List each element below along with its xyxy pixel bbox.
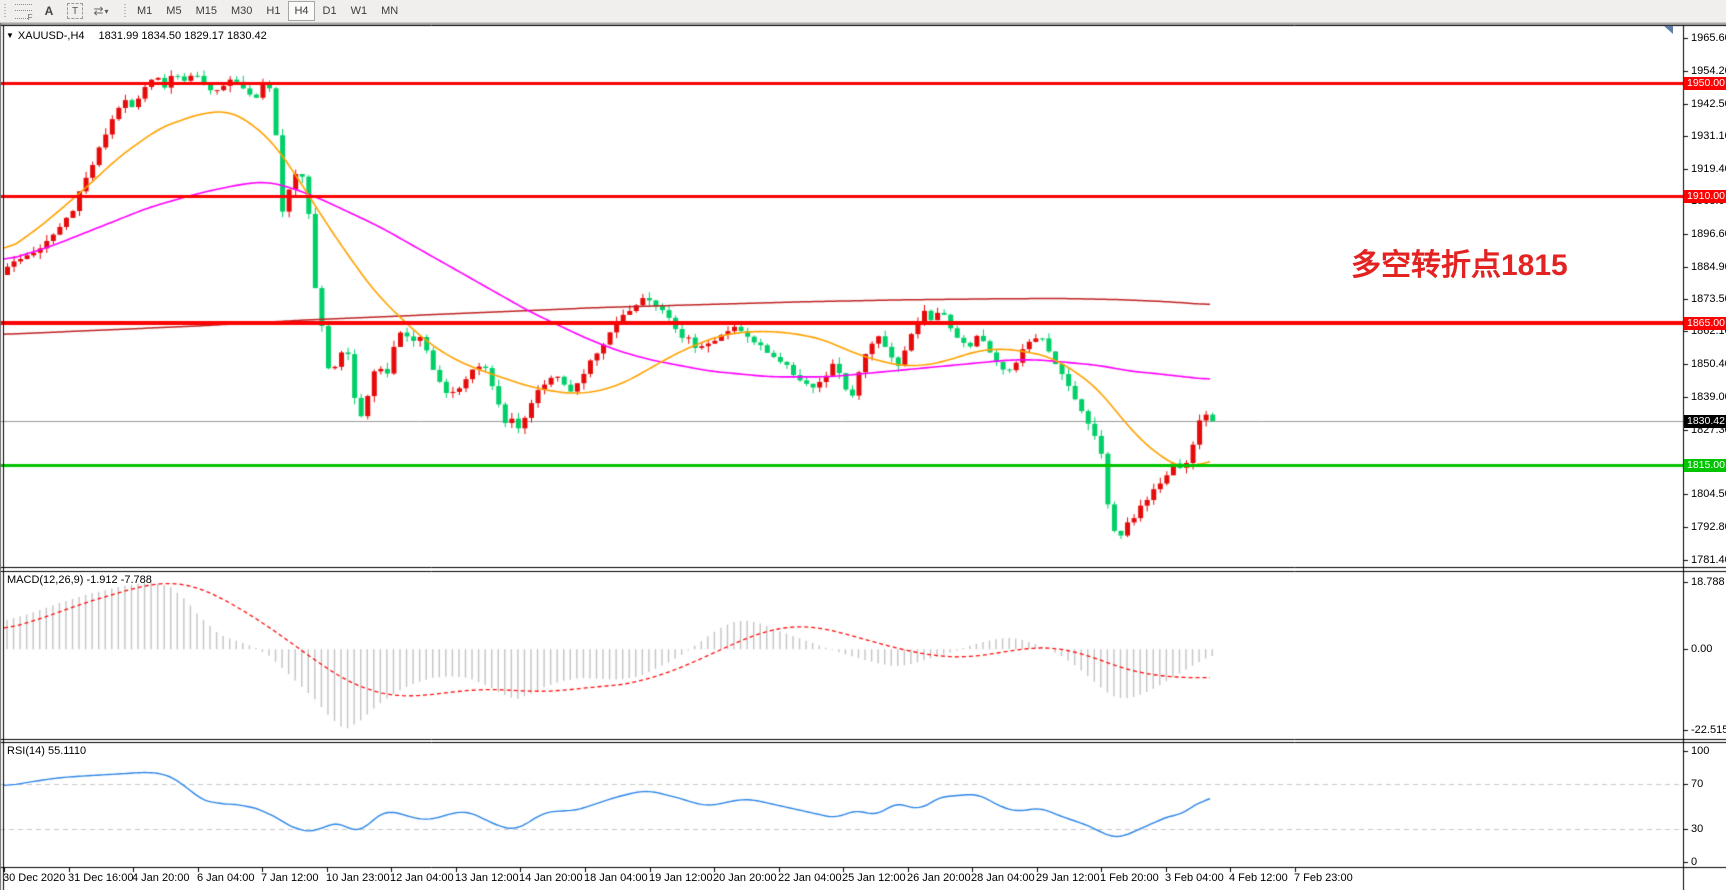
time-label: 4 Feb 12:00 <box>1229 872 1288 884</box>
time-label: 18 Jan 04:00 <box>584 872 648 884</box>
timeframe-button-group: M1 M5 M15 M30 H1 H4 D1 W1 MN <box>130 1 405 21</box>
price-tag-1910-00: 1910.00 <box>1684 190 1726 203</box>
text-label-tool[interactable]: A <box>37 1 61 21</box>
chevron-down-icon: ▾ <box>104 6 109 16</box>
price-tag-1950-00: 1950.00 <box>1684 77 1726 90</box>
chart-shift-marker-icon <box>1664 26 1673 34</box>
price-tick-label: 1965.60 <box>1691 32 1726 44</box>
chart-text-annotation[interactable]: 多空转折点1815 <box>1351 249 1568 282</box>
time-label: 28 Jan 04:00 <box>971 872 1035 884</box>
letter-a-icon: A <box>44 4 54 18</box>
time-label: 7 Jan 12:00 <box>261 872 319 884</box>
price-axis[interactable] <box>1684 26 1726 867</box>
macd-indicator-label: MACD(12,26,9) -1.912 -7.788 <box>7 574 152 586</box>
rsi-indicator-label: RSI(14) 55.1110 <box>7 745 87 757</box>
rsi-scale-label: 100 <box>1691 745 1710 757</box>
time-label: 14 Jan 20:00 <box>519 872 583 884</box>
time-label: 19 Jan 12:00 <box>649 872 713 884</box>
text-box-icon: T <box>67 3 83 19</box>
f-template-tool[interactable]: F <box>11 1 35 21</box>
price-tick-label: 1792.80 <box>1691 521 1726 533</box>
timeframe-button-M1[interactable]: M1 <box>137 5 153 17</box>
price-tick-label: 1954.20 <box>1691 65 1726 77</box>
time-label: 4 Jan 20:00 <box>132 872 190 884</box>
price-tick-label: 1781.40 <box>1691 554 1726 566</box>
time-label: 20 Jan 20:00 <box>713 872 777 884</box>
toolbar-grip[interactable] <box>2 3 8 19</box>
time-label: 3 Feb 04:00 <box>1165 872 1224 884</box>
timeframe-button-M30[interactable]: M30 <box>230 5 253 17</box>
time-label: 10 Jan 23:00 <box>326 872 390 884</box>
macd-scale-label: 18.788 <box>1691 576 1725 588</box>
rsi-scale-label: 70 <box>1691 778 1704 790</box>
dotted-grid-icon: F <box>14 3 33 21</box>
time-label: 22 Jan 04:00 <box>778 872 842 884</box>
toolbar-grip[interactable] <box>122 3 128 19</box>
price-tick-label: 1919.40 <box>1691 163 1726 175</box>
cycle-arrows-tool[interactable]: ⇄ ▾ <box>89 1 113 21</box>
text-box-tool[interactable]: T <box>63 1 87 21</box>
symbol-period-label: XAUUSD-,H4 <box>17 30 85 42</box>
timeframe-button-H1[interactable]: H1 <box>266 5 281 17</box>
price-tick-label: 1850.40 <box>1691 358 1726 370</box>
price-tag-1815-00: 1815.00 <box>1684 459 1726 472</box>
dropdown-triangle-icon[interactable]: ▼ <box>6 31 14 40</box>
time-label: 30 Dec 2020 <box>3 872 66 884</box>
top-toolbar: F A T ⇄ ▾ M1 M5 M15 M30 H1 H4 D1 W1 MN <box>0 0 1726 23</box>
time-label: 12 Jan 04:00 <box>390 872 454 884</box>
time-label: 25 Jan 12:00 <box>842 872 906 884</box>
timeframe-button-MN[interactable]: MN <box>381 5 399 17</box>
price-tick-label: 1896.60 <box>1691 228 1726 240</box>
time-label: 6 Jan 04:00 <box>197 872 255 884</box>
ohlc-values: 1831.99 1834.50 1829.17 1830.42 <box>98 30 267 42</box>
time-label: 13 Jan 12:00 <box>455 872 519 884</box>
time-label: 26 Jan 20:00 <box>907 872 971 884</box>
rsi-scale-label: 30 <box>1691 823 1704 835</box>
time-label: 29 Jan 12:00 <box>1036 872 1100 884</box>
price-tag-1865-00: 1865.00 <box>1684 317 1726 330</box>
price-tag-1830-42: 1830.42 <box>1684 415 1726 428</box>
time-label: 7 Feb 23:00 <box>1294 872 1353 884</box>
time-label: 1 Feb 20:00 <box>1100 872 1159 884</box>
macd-scale-label: -22.515 <box>1691 724 1726 736</box>
price-tick-label: 1873.50 <box>1691 293 1726 305</box>
price-tick-label: 1931.10 <box>1691 130 1726 142</box>
timeframe-button-H4[interactable]: H4 <box>288 1 315 21</box>
price-tick-label: 1804.50 <box>1691 488 1726 500</box>
timeframe-button-M5[interactable]: M5 <box>166 5 182 17</box>
price-tick-label: 1884.90 <box>1691 261 1726 273</box>
timeframe-button-W1[interactable]: W1 <box>350 5 368 17</box>
chart-title: ▼ XAUUSD-,H4 1831.99 1834.50 1829.17 1830.… <box>6 30 267 42</box>
price-tick-label: 1839.00 <box>1691 391 1726 403</box>
macd-scale-label: 0.00 <box>1691 643 1713 655</box>
time-label: 31 Dec 16:00 <box>68 872 134 884</box>
timeframe-button-D1[interactable]: D1 <box>322 5 337 17</box>
timeframe-button-M15[interactable]: M15 <box>195 5 217 17</box>
price-tick-label: 1942.50 <box>1691 98 1726 110</box>
rsi-scale-label: 0 <box>1691 856 1698 868</box>
cycle-arrows-icon: ⇄ <box>93 4 104 18</box>
